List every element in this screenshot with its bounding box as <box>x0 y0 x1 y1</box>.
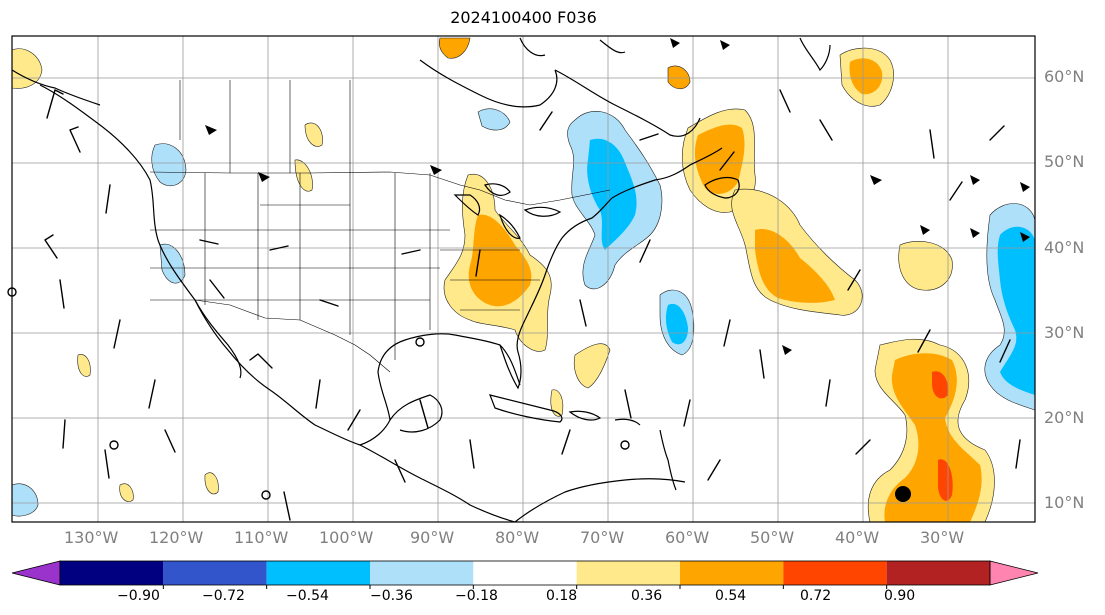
pos-region-midatlantic-core <box>755 229 835 303</box>
neg-region-atlantic-core <box>665 303 688 345</box>
colorbar-segment <box>783 561 887 585</box>
colorbar-tick-label: −0.54 <box>286 588 329 604</box>
lon-label-50w: 50°W <box>750 528 795 547</box>
lon-label-80w: 80°W <box>495 528 540 547</box>
colorbar-segment <box>370 561 474 585</box>
lon-label-120w: 120°W <box>149 528 204 547</box>
colorbar-segment <box>680 561 784 585</box>
shaded-fields <box>11 37 1036 523</box>
colorbar-tick-label: −0.36 <box>370 588 413 604</box>
lon-label-40w: 40°W <box>835 528 880 547</box>
colorbar-segment <box>60 561 164 585</box>
neg-region-sw <box>11 483 39 517</box>
pos-region-atl-small <box>898 241 953 291</box>
pos-region-alaska <box>11 48 43 89</box>
storm-center-marker <box>895 486 911 502</box>
wind-barbs <box>44 89 1021 521</box>
lon-label-90w: 90°W <box>410 528 455 547</box>
pos-region-maritime-core <box>694 124 745 194</box>
colorbar-tick-label: 0.90 <box>884 588 916 604</box>
wind-flags <box>205 38 1030 355</box>
lat-label-50n: 50°N <box>1044 152 1085 171</box>
neg-region-east-core <box>997 226 1035 395</box>
neg-region-baja <box>159 243 186 284</box>
pos-region-pacific2 <box>204 472 219 495</box>
lat-label-20n: 20°N <box>1044 408 1085 427</box>
pos-region-subtropic-core <box>884 353 982 522</box>
lon-label-110w: 110°W <box>234 528 289 547</box>
pos-region-pacific1 <box>77 354 91 377</box>
pos-region-subtropic-hot1 <box>932 371 949 399</box>
neg-region-greatlakes-core <box>587 138 637 250</box>
colorbar-tick-label: 0.18 <box>546 588 578 604</box>
colorbar-segment <box>886 561 990 585</box>
lat-label-40n: 40°N <box>1044 238 1085 257</box>
pos-region-baffin <box>438 37 471 59</box>
colorbar-tick-label: 0.72 <box>800 588 832 604</box>
lon-label-100w: 100°W <box>319 528 374 547</box>
lat-label-10n: 10°N <box>1044 493 1085 512</box>
pos-region-greenland-core <box>849 58 883 95</box>
lon-label-30w: 30°W <box>920 528 965 547</box>
pos-region-cuba <box>550 389 564 417</box>
colorbar-tick-label: −0.72 <box>202 588 245 604</box>
pos-region-caribbean <box>573 343 611 389</box>
graticule <box>12 36 1035 522</box>
map-title: 2024100400 F036 <box>450 8 597 27</box>
lon-label-130w: 130°W <box>64 528 119 547</box>
pos-region-canada <box>304 122 323 147</box>
colorbar-outline <box>59 560 991 586</box>
colorbar-tick-label: −0.90 <box>117 588 160 604</box>
colorbar-tick-label: −0.18 <box>455 588 498 604</box>
colorbar <box>11 560 1039 589</box>
colorbar-extend-low <box>11 560 61 586</box>
lon-label-60w: 60°W <box>665 528 710 547</box>
neg-region-hudson <box>477 108 511 131</box>
colorbar-tick-label: 0.54 <box>715 588 747 604</box>
pos-region-pacific3 <box>119 483 134 502</box>
pos-region-eastus-core <box>468 214 532 307</box>
borders <box>149 80 611 373</box>
lat-label-30n: 30°N <box>1044 323 1085 342</box>
colorbar-segment <box>576 561 680 585</box>
pos-region-subtropic-hot2 <box>938 459 953 501</box>
colorbar-extend-high <box>989 560 1039 586</box>
map-frame <box>11 35 1036 523</box>
coastlines <box>11 37 831 523</box>
colorbar-segment <box>473 561 577 585</box>
pos-region-labrador <box>667 65 691 90</box>
lat-label-60n: 60°N <box>1044 67 1085 86</box>
lon-label-70w: 70°W <box>580 528 625 547</box>
colorbar-segment <box>163 561 267 585</box>
colorbar-tick-label: 0.36 <box>631 588 663 604</box>
colorbar-segment <box>266 561 370 585</box>
